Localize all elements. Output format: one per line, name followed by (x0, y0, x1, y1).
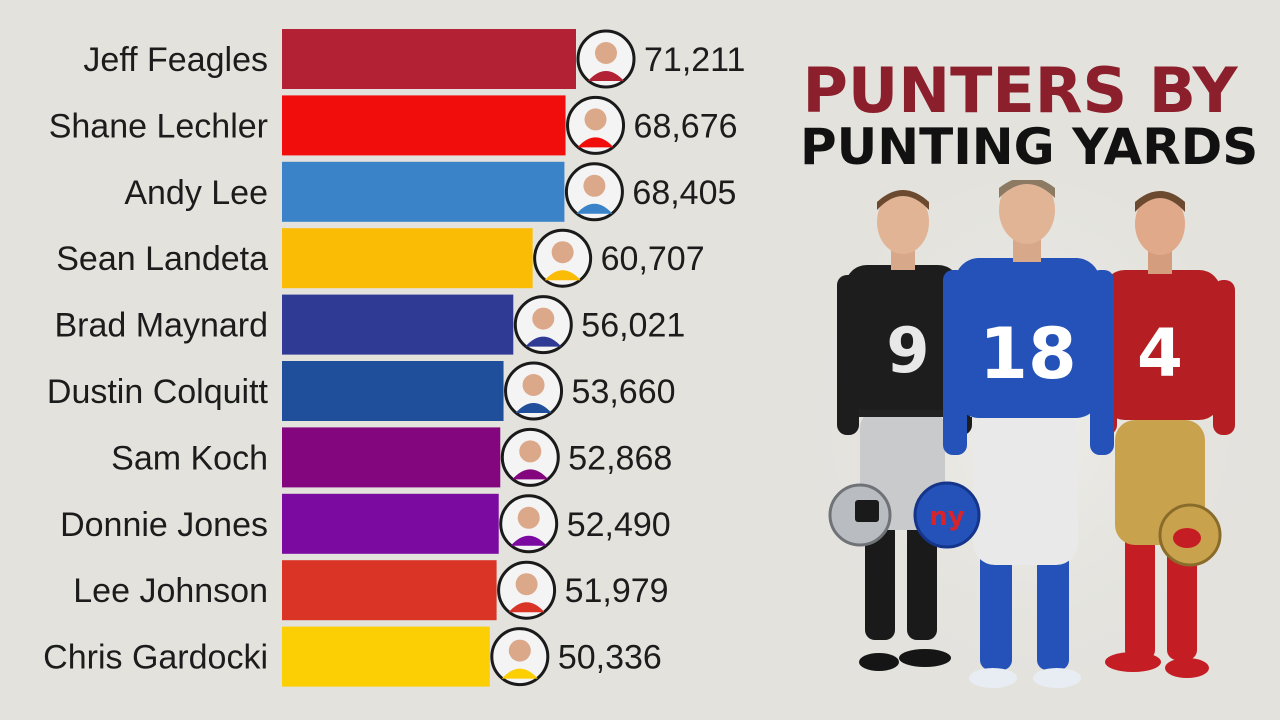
bar (282, 161, 565, 222)
player-avatar-icon (513, 295, 573, 355)
player-avatar-icon (566, 95, 626, 155)
value-label: 68,405 (632, 174, 736, 212)
value-label: 52,490 (567, 506, 671, 544)
value-label: 51,979 (565, 572, 669, 610)
bar (282, 228, 533, 289)
category-label: Sean Landeta (56, 240, 268, 278)
bar (282, 294, 514, 355)
bar-chart: Jeff Feagles 71,211 Shane Lechler 68,676 And… (43, 29, 745, 687)
value-label: 71,211 (644, 41, 745, 79)
svg-text:4: 4 (1137, 315, 1183, 392)
category-label: Jeff Feagles (83, 41, 268, 79)
category-label: Lee Johnson (73, 572, 268, 610)
player-avatar-icon (490, 627, 550, 687)
bar (282, 626, 490, 687)
category-label: Shane Lechler (49, 107, 268, 145)
49ers-player-figure: 4 (1095, 191, 1235, 678)
svg-text:ny: ny (929, 502, 965, 532)
bar (282, 29, 576, 89)
player-avatar-icon (504, 361, 564, 421)
svg-text:18: 18 (979, 313, 1076, 395)
giants-helmet-icon (913, 481, 981, 549)
value-label: 56,021 (581, 307, 685, 345)
category-label: Donnie Jones (60, 506, 268, 544)
chart-title-line-2: PUNTING YARDS (800, 118, 1259, 176)
svg-text:9: 9 (886, 314, 929, 387)
player-avatar-icon (499, 494, 559, 554)
value-label: 50,336 (558, 639, 662, 677)
category-label: Dustin Colquitt (47, 373, 269, 411)
bar (282, 427, 501, 488)
punters-illustration: 9 4 18 ny (815, 180, 1245, 700)
bar (282, 560, 497, 621)
bar (282, 493, 499, 554)
bar (282, 95, 566, 156)
player-avatar-icon (500, 427, 560, 487)
value-label: 53,660 (572, 373, 676, 411)
value-label: 68,676 (634, 107, 738, 145)
category-label: Chris Gardocki (43, 639, 268, 677)
category-label: Andy Lee (124, 174, 268, 212)
giants-player-figure: 18 ny (913, 180, 1114, 688)
chart-title-line-1: PUNTERS BY (802, 54, 1238, 127)
player-avatar-icon (576, 29, 636, 89)
player-avatar-icon (533, 228, 593, 288)
bar (282, 361, 504, 421)
category-label: Brad Maynard (54, 307, 268, 345)
player-avatar-icon (497, 560, 557, 620)
value-label: 60,707 (601, 240, 705, 278)
category-label: Sam Koch (111, 439, 268, 477)
value-label: 52,868 (568, 439, 672, 477)
player-avatar-icon (564, 162, 624, 222)
